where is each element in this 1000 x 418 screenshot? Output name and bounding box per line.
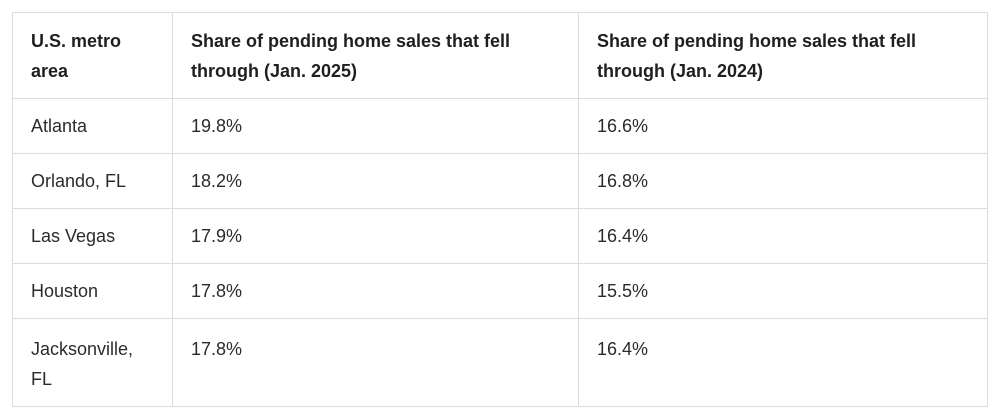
header-share-2024: Share of pending home sales that fell th… [578, 12, 988, 99]
cell-share-2025: 19.8% [172, 98, 579, 154]
cell-share-2025: 17.8% [172, 318, 579, 407]
header-metro-area: U.S. metro area [12, 12, 173, 99]
cell-share-2024: 16.8% [578, 153, 988, 209]
header-row: U.S. metro area Share of pending home sa… [12, 12, 988, 99]
cell-share-2024: 15.5% [578, 263, 988, 319]
pending-sales-table: U.S. metro area Share of pending home sa… [12, 12, 988, 407]
table-row: Jacksonville, FL 17.8% 16.4% [12, 318, 988, 407]
table-row: Houston 17.8% 15.5% [12, 263, 988, 319]
header-share-2025: Share of pending home sales that fell th… [172, 12, 579, 99]
cell-share-2024: 16.4% [578, 318, 988, 407]
cell-metro-area: Atlanta [12, 98, 173, 154]
cell-share-2024: 16.6% [578, 98, 988, 154]
cell-share-2025: 18.2% [172, 153, 579, 209]
cell-metro-area: Houston [12, 263, 173, 319]
data-table-container: U.S. metro area Share of pending home sa… [12, 12, 988, 407]
table-header: U.S. metro area Share of pending home sa… [12, 12, 988, 99]
cell-metro-area: Las Vegas [12, 208, 173, 264]
table-body: Atlanta 19.8% 16.6% Orlando, FL 18.2% 16… [12, 98, 988, 407]
cell-metro-area: Jacksonville, FL [12, 318, 173, 407]
table-row: Las Vegas 17.9% 16.4% [12, 208, 988, 264]
cell-metro-area: Orlando, FL [12, 153, 173, 209]
cell-share-2024: 16.4% [578, 208, 988, 264]
cell-share-2025: 17.8% [172, 263, 579, 319]
table-row: Orlando, FL 18.2% 16.8% [12, 153, 988, 209]
cell-share-2025: 17.9% [172, 208, 579, 264]
table-row: Atlanta 19.8% 16.6% [12, 98, 988, 154]
